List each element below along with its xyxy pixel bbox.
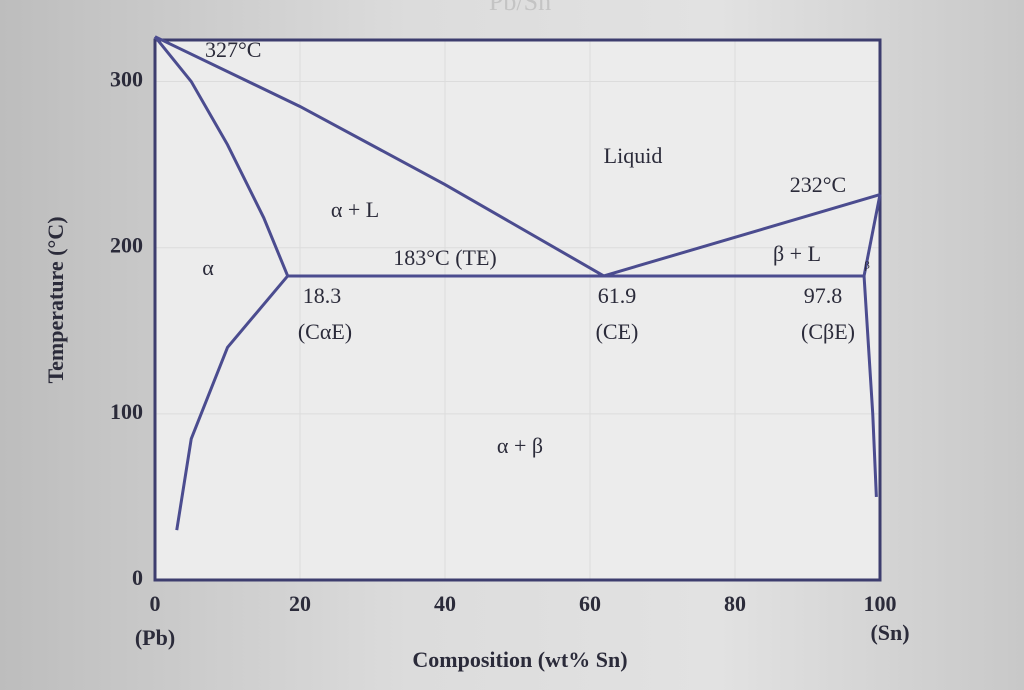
x-axis-label: Composition (wt% Sn) (412, 647, 627, 672)
phase-boundary (154, 35, 605, 278)
region-label: α + L (331, 197, 379, 222)
x-tick-label: 20 (289, 591, 311, 616)
phase-boundary (153, 35, 290, 277)
plot-frame (153, 38, 882, 582)
x-tick-label: 80 (724, 591, 746, 616)
region-label: 232°C (790, 172, 846, 197)
y-axis-label: Temperature (°C) (43, 216, 68, 383)
region-label: 61.9 (598, 283, 637, 308)
chart-title: Pb/Sn (489, 0, 551, 16)
x-end-label: (Sn) (870, 620, 909, 645)
x-end-label: (Pb) (135, 625, 175, 650)
y-tick-label: 0 (132, 565, 143, 590)
region-label: α + β (497, 433, 543, 458)
region-label: 18.3 (303, 283, 342, 308)
x-tick-label: 60 (579, 591, 601, 616)
region-label: (CβE) (801, 319, 855, 344)
x-tick-label: 40 (434, 591, 456, 616)
phase-boundary (862, 275, 878, 497)
region-label: 97.8 (804, 283, 843, 308)
phase-boundary (862, 194, 882, 277)
y-tick-label: 200 (110, 233, 143, 258)
region-label: (CE) (596, 319, 639, 344)
x-tick-label: 0 (150, 591, 161, 616)
region-label: (CαE) (298, 319, 352, 344)
y-tick-label: 100 (110, 399, 143, 424)
x-tick-label: 100 (864, 591, 897, 616)
plot-area (155, 40, 880, 580)
region-label: β (864, 260, 870, 272)
phase-boundary (175, 274, 289, 531)
region-label: β + L (773, 241, 821, 266)
region-label: 327°C (205, 37, 261, 62)
region-label: Liquid (604, 143, 663, 168)
region-label: α (202, 255, 214, 280)
region-label: 183°C (TE) (393, 245, 497, 270)
y-tick-label: 300 (110, 67, 143, 92)
phase-boundary (603, 193, 881, 278)
